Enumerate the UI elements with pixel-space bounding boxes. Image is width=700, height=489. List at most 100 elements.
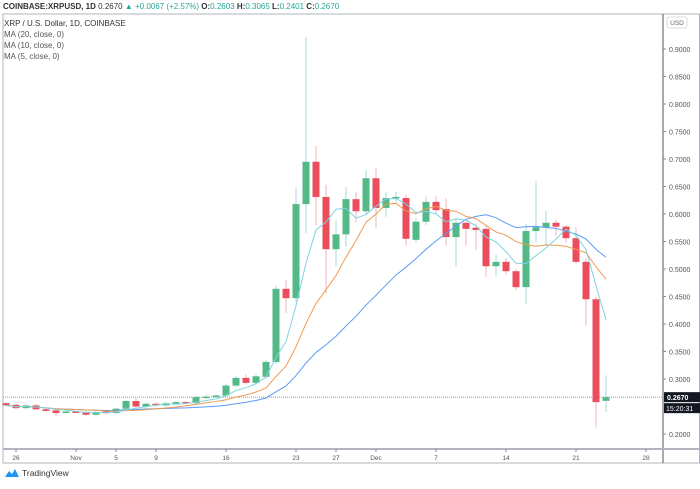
y-tick-label: 0.3000	[669, 377, 691, 384]
candle-up	[192, 397, 200, 404]
ma5-line	[5, 197, 607, 414]
legend-ma5[interactable]: MA (5, close, 0)	[4, 52, 60, 61]
candle-down	[502, 261, 510, 272]
ma10-line	[5, 202, 607, 412]
open-value: 0.2603	[210, 2, 235, 11]
candle-up	[262, 361, 270, 377]
candle-down	[72, 411, 80, 413]
y-tick-label: 0.6000	[669, 212, 691, 219]
candle-up	[172, 402, 180, 404]
candle-down	[312, 161, 320, 197]
y-tick-label: 0.9000	[669, 47, 691, 54]
candle-up	[212, 395, 220, 397]
candle-down	[372, 178, 380, 208]
candle-down	[242, 377, 250, 383]
candle-down	[562, 226, 570, 239]
candle-up	[222, 385, 230, 396]
x-tick-label: 23	[292, 455, 300, 462]
up-arrow-icon: ▲	[124, 2, 133, 11]
candle-up	[412, 221, 420, 240]
x-tick-label: 9	[154, 455, 158, 462]
candle-up	[62, 411, 70, 413]
legend-ma20[interactable]: MA (20, close, 0)	[4, 30, 65, 39]
candle-down	[472, 227, 480, 230]
y-tick-label: 0.7000	[669, 157, 691, 164]
x-tick-label: 5	[114, 455, 118, 462]
last-price-badge-label: 0.2670	[667, 395, 689, 402]
last-price-badge	[664, 392, 700, 403]
candle-down	[182, 402, 190, 404]
candle-down	[42, 409, 50, 411]
y-tick-label: 0.6500	[669, 185, 691, 192]
brand-label: TradingView	[22, 468, 69, 478]
legend-ma10[interactable]: MA (10, close, 0)	[4, 41, 65, 50]
x-tick-label: Nov	[70, 455, 82, 462]
candle-down	[462, 222, 470, 229]
candle-up	[332, 234, 340, 250]
legend-series[interactable]: XRP / U.S. Dollar, 1D, COINBASE	[4, 19, 126, 28]
candle-up	[252, 376, 260, 383]
candle-up	[522, 231, 530, 288]
tradingview-cloud-icon	[5, 469, 19, 477]
y-tick-label: 0.2000	[669, 432, 691, 439]
countdown-label: 15:20:31	[666, 406, 693, 413]
currency-button[interactable]	[666, 16, 688, 29]
x-tick-label: 14	[502, 455, 510, 462]
x-tick-label: 26	[12, 455, 20, 462]
candle-up	[452, 222, 460, 238]
high-value: 0.3065	[245, 2, 270, 11]
currency-label: USD	[670, 20, 684, 27]
candle-down	[402, 198, 410, 239]
candle-up	[122, 401, 130, 409]
candle-down	[132, 401, 140, 407]
candle-down	[482, 228, 490, 267]
candle-down	[2, 403, 10, 406]
symbol-header: COINBASE:XRPUSD, 1D 0.2670 ▲ +0.0067 (+2…	[3, 2, 339, 11]
x-tick-label: 7	[434, 455, 438, 462]
candle-up	[362, 178, 370, 212]
candle-down	[352, 199, 360, 212]
x-tick-label: 16	[222, 455, 230, 462]
candle-down	[82, 412, 90, 415]
y-tick-label: 0.7500	[669, 130, 691, 137]
candle-up	[142, 403, 150, 407]
low-value: 0.2401	[279, 2, 305, 11]
candle-up	[382, 198, 390, 208]
y-tick-label: 0.5500	[669, 240, 691, 247]
candle-up	[92, 412, 100, 415]
candle-up	[532, 227, 540, 232]
indicator-legend: XRP / U.S. Dollar, 1D, COINBASE MA (20, …	[4, 18, 126, 62]
candle-up	[492, 261, 500, 267]
y-tick-label: 0.8500	[669, 75, 691, 82]
candle-down	[572, 238, 580, 262]
candle-up	[292, 204, 300, 299]
open-label: O:	[201, 2, 211, 11]
candle-down	[282, 288, 290, 299]
candle-up	[542, 222, 550, 228]
x-tick-label: 21	[572, 455, 580, 462]
y-tick-label: 0.8000	[669, 102, 691, 109]
low-label: L:	[272, 2, 280, 11]
close-value: 0.2670	[314, 2, 340, 11]
candle-up	[302, 161, 310, 205]
candle-down	[322, 196, 330, 250]
x-tick-label: Dec	[370, 455, 382, 462]
candle-down	[582, 261, 590, 300]
candle-up	[342, 199, 350, 235]
y-tick-label: 0.5000	[669, 267, 691, 274]
countdown-badge	[664, 403, 700, 414]
candle-down	[52, 410, 60, 414]
symbol-label: COINBASE:XRPUSD, 1D	[3, 2, 96, 11]
candle-up	[272, 288, 280, 362]
price-change: +0.0067 (+2.57%)	[135, 2, 200, 11]
tradingview-logo[interactable]: TradingView	[4, 468, 69, 478]
y-tick-label: 0.4500	[669, 295, 691, 302]
high-label: H:	[236, 2, 246, 11]
candle-up	[232, 377, 240, 386]
candle-up	[392, 196, 400, 199]
last-price: 0.2670	[98, 2, 123, 11]
candle-up	[202, 396, 210, 399]
candle-down	[592, 299, 600, 403]
close-label: C:	[306, 2, 315, 11]
